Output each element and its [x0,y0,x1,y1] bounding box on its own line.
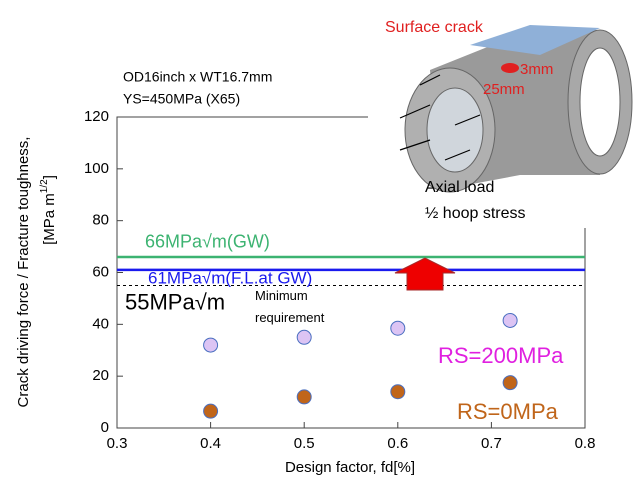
annotation: 25mm [483,81,525,98]
annotation: 3mm [520,61,553,78]
x-tick-label: 0.8 [575,435,596,452]
point [502,375,518,391]
reference-label: 55MPa√m [125,289,225,314]
annotation: YS=450MPa (X65) [123,91,240,107]
annotation: OD16inch x WT16.7mm [123,69,272,85]
y-tick-label: 120 [84,108,109,125]
annotation: ½ hoop stress [425,205,526,222]
point [203,337,219,353]
crack-mark [501,63,519,73]
legend-label: RS=200MPa [438,343,564,368]
point [390,384,406,400]
y-tick-label: 20 [92,367,109,384]
x-tick-label: 0.7 [481,435,502,452]
y-unit-exponent: 1/2 [39,179,50,193]
x-axis-label: Design factor, fd[%] [285,459,415,476]
reference-note: requirement [255,310,325,325]
y-tick-label: 100 [84,160,109,177]
pipe-bore [579,47,621,157]
annotation: Axial load [425,179,494,196]
x-tick-label: 0.5 [294,435,315,452]
point [203,403,219,419]
annotation: Surface crack [385,19,484,36]
x-tick-label: 0.4 [200,435,221,452]
y-unit-close: ] [41,175,58,179]
point [296,389,312,405]
x-tick-label: 0.6 [387,435,408,452]
y-unit-text: [MPa m [41,193,58,245]
y-axis-label: Crack driving force / Fracture toughness… [15,137,32,408]
reference-note: Minimum [255,288,308,303]
load-arrows [399,74,481,161]
arrow [394,257,456,291]
x-tick-label: 0.3 [107,435,128,452]
y-tick-label: 80 [92,212,109,229]
pipe-cut [470,25,600,55]
y-tick-label: 60 [92,263,109,280]
point [390,320,406,336]
point [296,329,312,345]
reference-label: 66MPa√m(GW) [145,232,270,252]
y-tick-label: 0 [101,419,109,436]
point [502,312,518,328]
reference-label: 61MPa√m(F.L.at GW) [148,268,312,287]
y-tick-label: 40 [92,315,109,332]
pipe-inner [426,87,484,173]
y-axis-unit: [MPa m1/2] [39,175,58,245]
legend-label: RS=0MPa [457,399,559,424]
pipe-illustration [368,0,634,228]
